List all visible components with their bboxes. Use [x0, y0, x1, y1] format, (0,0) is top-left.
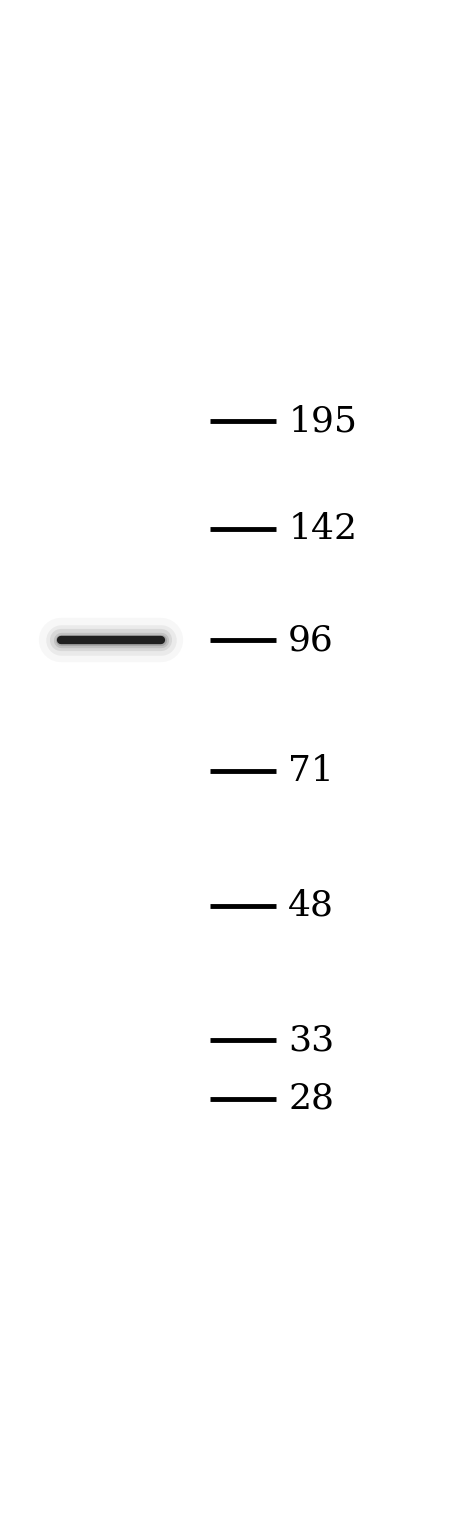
Text: 195: 195	[288, 404, 357, 438]
Text: 142: 142	[288, 512, 357, 546]
Text: 71: 71	[288, 754, 334, 787]
Text: 28: 28	[288, 1082, 334, 1116]
Text: 96: 96	[288, 623, 334, 657]
Text: 48: 48	[288, 889, 334, 923]
Text: 33: 33	[288, 1023, 334, 1058]
